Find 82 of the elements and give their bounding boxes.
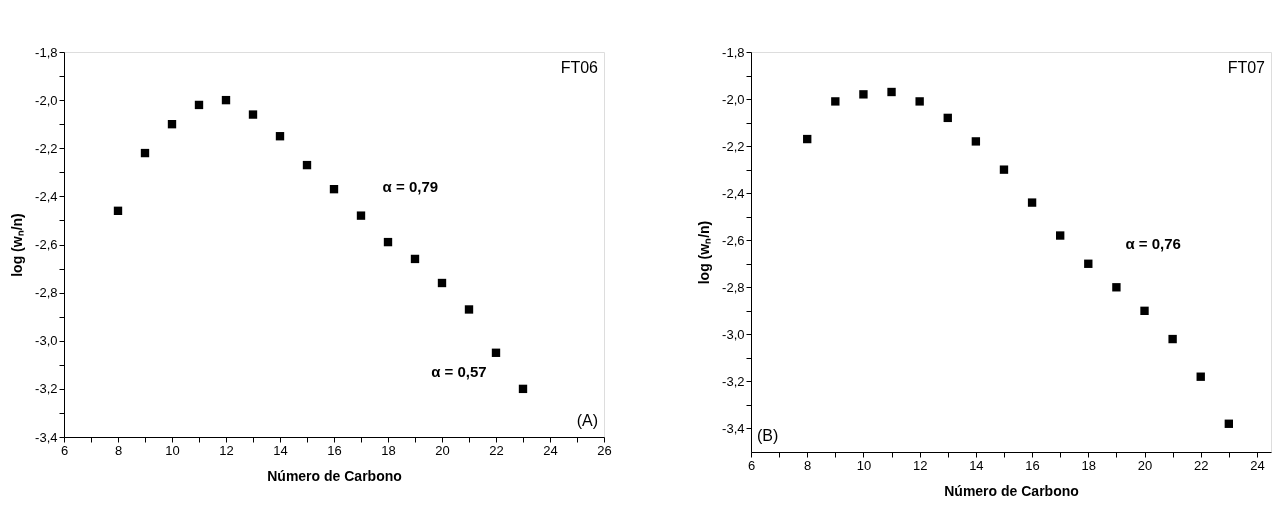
y-tick-label: -2,8: [35, 285, 58, 301]
x-tick-label: 6: [60, 442, 69, 458]
point: [915, 97, 924, 106]
y-tick-label: -2,2: [35, 140, 58, 156]
point: [464, 305, 474, 314]
x-tick-label: 20: [435, 442, 450, 458]
point: [1224, 419, 1234, 428]
y-tick-label: -2,0: [35, 92, 58, 108]
point: [859, 90, 868, 99]
x-tick-label: 14: [273, 442, 288, 458]
y-tick-label: -3,2: [35, 381, 58, 397]
point: [329, 184, 339, 194]
annotation: α = 0,79: [382, 177, 439, 195]
point: [491, 348, 501, 357]
y-tick-label: -3,0: [722, 326, 745, 342]
x-tick-label: 22: [1194, 457, 1209, 473]
x-tick-label: 20: [1137, 457, 1153, 473]
x-tick-label: 10: [856, 457, 872, 473]
x-tick-label: 18: [381, 442, 396, 458]
point: [275, 132, 285, 141]
point: [831, 97, 840, 106]
y-tick-label: -3,0: [35, 333, 58, 349]
point: [1112, 283, 1121, 292]
x-tick-label: 12: [219, 442, 234, 458]
x-tick-label: 16: [327, 442, 342, 458]
annotation: α = 0,57: [431, 362, 487, 380]
point: [410, 254, 420, 264]
point: [887, 87, 896, 97]
point: [140, 148, 150, 158]
y-tick-label: -2,4: [35, 188, 58, 204]
y-tick-label: -2,6: [35, 237, 58, 252]
x-tick-label: 8: [114, 442, 123, 458]
point: [1056, 231, 1065, 240]
y-tick-label: -1,8: [722, 44, 745, 60]
point: [383, 237, 393, 247]
y-tick-label: -2,4: [722, 185, 745, 201]
x-tick-label: 14: [969, 457, 984, 473]
point: [1084, 259, 1093, 268]
annotation: (B): [757, 427, 779, 444]
annotation: α = 0,76: [1125, 235, 1181, 252]
annotation: FT07: [1227, 59, 1266, 76]
point: [221, 95, 231, 105]
y-tick-label: -2,8: [722, 279, 745, 295]
point: [943, 113, 952, 123]
x-axis-title: Número de Carbono: [267, 467, 402, 484]
point: [194, 100, 204, 110]
point: [302, 160, 312, 170]
point: [1140, 306, 1149, 316]
y-axis-title: log (wₙ/n): [9, 213, 26, 277]
x-tick-label: 6: [747, 457, 756, 473]
y-tick-label: -1,8: [35, 44, 58, 60]
point: [248, 110, 258, 119]
y-tick-label: -2,6: [722, 232, 745, 248]
point: [1168, 334, 1177, 344]
y-tick-label: -2,0: [722, 91, 745, 107]
y-tick-label: -3,4: [35, 429, 58, 445]
y-tick-label: -2,2: [722, 138, 745, 154]
annotation: FT06: [560, 59, 599, 76]
x-tick-label: 12: [912, 457, 928, 473]
annotation: (A): [576, 412, 598, 429]
point: [803, 134, 812, 144]
point: [1196, 372, 1205, 381]
point: [167, 120, 177, 129]
point: [437, 278, 447, 288]
point: [518, 384, 528, 394]
x-axis-title: Número de Carbono: [944, 482, 1079, 499]
x-tick-label: 24: [543, 442, 558, 458]
x-tick-label: 24: [1250, 457, 1265, 473]
point: [1027, 198, 1037, 207]
y-axis-title: log (wₙ/n): [696, 220, 713, 285]
point: [113, 206, 123, 215]
x-tick-label: 8: [804, 457, 812, 473]
x-tick-label: 22: [489, 442, 504, 458]
x-tick-label: 18: [1081, 457, 1097, 473]
y-tick-label: -3,4: [722, 420, 745, 436]
point: [971, 137, 981, 146]
x-tick-label: 16: [1025, 457, 1040, 473]
y-tick-label: -3,2: [722, 373, 745, 389]
point: [999, 165, 1009, 174]
x-tick-label: 10: [165, 442, 180, 458]
point: [356, 211, 366, 220]
x-tick-label: 26: [597, 442, 612, 458]
